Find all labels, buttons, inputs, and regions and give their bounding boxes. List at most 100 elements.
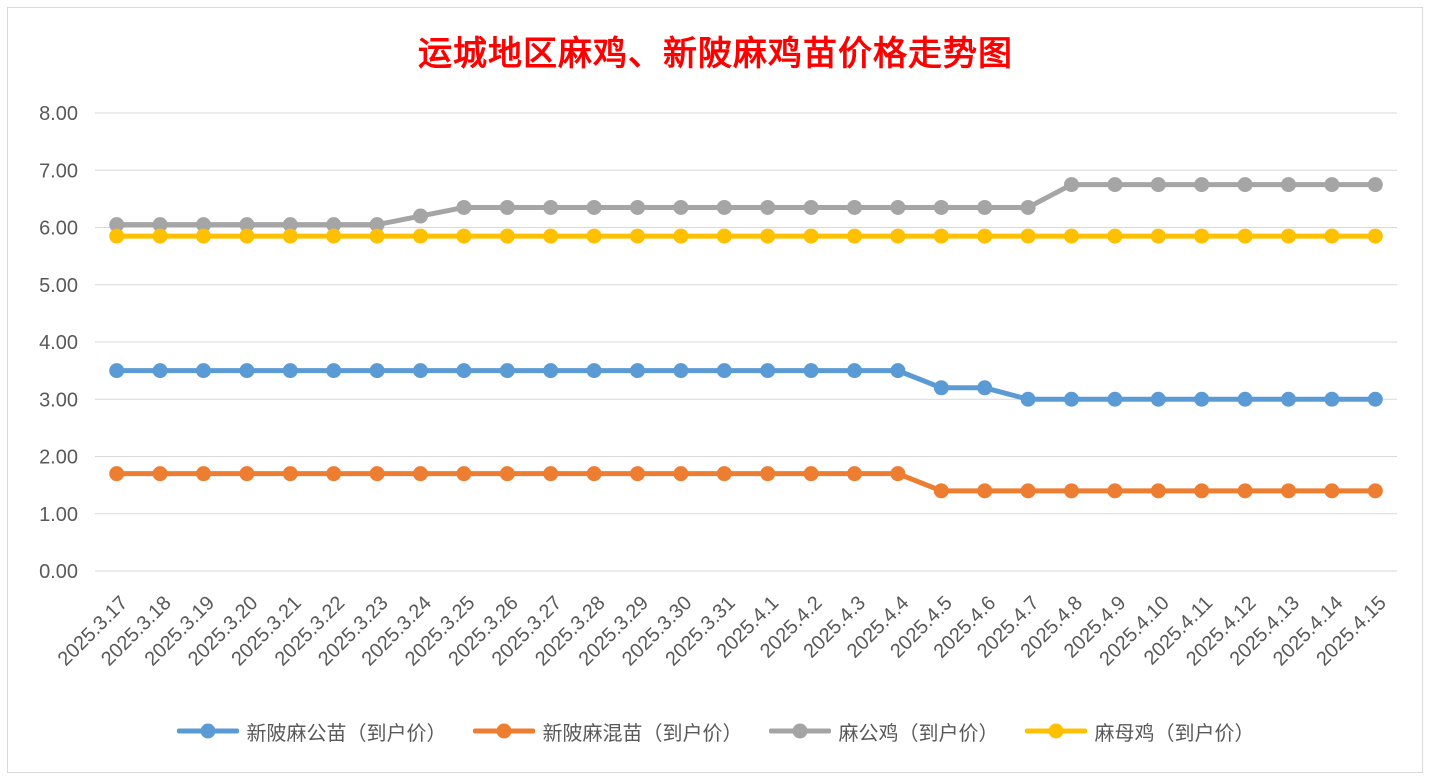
data-point — [369, 466, 385, 482]
series-2 — [109, 177, 1383, 233]
data-point — [152, 217, 168, 233]
data-point — [1367, 177, 1383, 193]
data-point — [977, 228, 993, 244]
data-point — [1064, 177, 1079, 193]
legend-marker — [1048, 723, 1063, 739]
data-point — [499, 363, 515, 379]
y-tick-label: 3.00 — [39, 389, 78, 411]
data-point — [716, 199, 732, 215]
legend-label: 新陂麻混苗（到户价） — [542, 720, 743, 745]
data-point — [933, 483, 949, 499]
data-point — [413, 228, 428, 244]
y-tick-label: 8.00 — [39, 103, 78, 125]
legend-item: 新陂麻公苗（到户价） — [176, 717, 447, 746]
data-point — [369, 363, 385, 379]
data-point — [1281, 177, 1296, 193]
data-point — [1237, 177, 1253, 193]
data-point — [803, 363, 819, 379]
data-point — [1107, 177, 1123, 193]
data-point — [760, 466, 776, 482]
data-point — [1367, 483, 1383, 499]
data-point — [196, 363, 211, 379]
chart-frame — [7, 7, 1423, 773]
data-point — [1020, 483, 1036, 499]
data-point — [1194, 391, 1210, 407]
legend-marker — [792, 723, 807, 739]
data-point — [673, 466, 689, 482]
data-point — [282, 228, 298, 244]
series-0 — [109, 363, 1383, 407]
y-tick-label: 2.00 — [39, 447, 78, 469]
data-point — [543, 228, 559, 244]
data-point — [413, 466, 428, 482]
data-point — [673, 363, 689, 379]
data-point — [543, 363, 559, 379]
data-point — [977, 199, 993, 215]
data-point — [413, 363, 428, 379]
data-point — [760, 228, 776, 244]
data-point — [152, 363, 168, 379]
y-tick-label: 5.00 — [39, 275, 78, 297]
data-point — [326, 217, 342, 233]
data-point — [1367, 228, 1383, 244]
data-point — [1107, 483, 1123, 499]
data-point — [933, 199, 949, 215]
data-point — [1281, 483, 1296, 499]
y-tick-label: 1.00 — [39, 504, 78, 526]
data-point — [196, 217, 211, 233]
data-point — [1237, 391, 1253, 407]
data-point — [1020, 228, 1036, 244]
data-point — [1194, 177, 1210, 193]
legend-item: 麻母鸡（到户价） — [1024, 717, 1255, 746]
series-1 — [109, 466, 1383, 499]
series-line — [114, 182, 1378, 228]
data-point — [977, 483, 993, 499]
legend-swatch — [176, 723, 239, 739]
data-point — [326, 363, 342, 379]
data-point — [326, 466, 342, 482]
data-point — [456, 199, 472, 215]
data-point — [1020, 199, 1036, 215]
data-point — [1237, 228, 1253, 244]
data-point — [499, 199, 515, 215]
data-point — [109, 466, 125, 482]
data-point — [1150, 483, 1166, 499]
data-point — [1150, 391, 1166, 407]
data-point — [109, 217, 125, 233]
legend-swatch — [472, 723, 535, 739]
legend-label: 新陂麻公苗（到户价） — [246, 720, 447, 745]
data-point — [369, 217, 385, 233]
data-point — [1194, 228, 1210, 244]
data-point — [760, 363, 776, 379]
legend-label: 麻公鸡（到户价） — [838, 720, 999, 745]
series-line — [114, 471, 1378, 494]
data-point — [282, 466, 298, 482]
data-point — [152, 466, 168, 482]
data-point — [1107, 228, 1123, 244]
data-point — [1064, 228, 1079, 244]
data-point — [630, 199, 645, 215]
data-point — [326, 228, 342, 244]
data-point — [109, 228, 125, 244]
data-point — [282, 217, 298, 233]
data-point — [1324, 177, 1340, 193]
legend-item: 麻公鸡（到户价） — [768, 717, 999, 746]
data-point — [369, 228, 385, 244]
data-point — [933, 380, 949, 396]
data-point — [196, 228, 211, 244]
y-tick-label: 7.00 — [39, 160, 78, 182]
data-point — [456, 228, 472, 244]
data-point — [1324, 228, 1340, 244]
data-point — [630, 466, 645, 482]
series-3 — [109, 228, 1383, 244]
data-point — [847, 228, 862, 244]
data-point — [847, 363, 862, 379]
data-point — [1324, 483, 1340, 499]
data-point — [716, 228, 732, 244]
data-point — [499, 228, 515, 244]
data-point — [630, 228, 645, 244]
legend: 新陂麻公苗（到户价） 新陂麻混苗（到户价） 麻公鸡（到户价） 麻母鸡（到户价） — [0, 714, 1431, 748]
data-point — [1150, 177, 1166, 193]
data-point — [413, 208, 428, 224]
